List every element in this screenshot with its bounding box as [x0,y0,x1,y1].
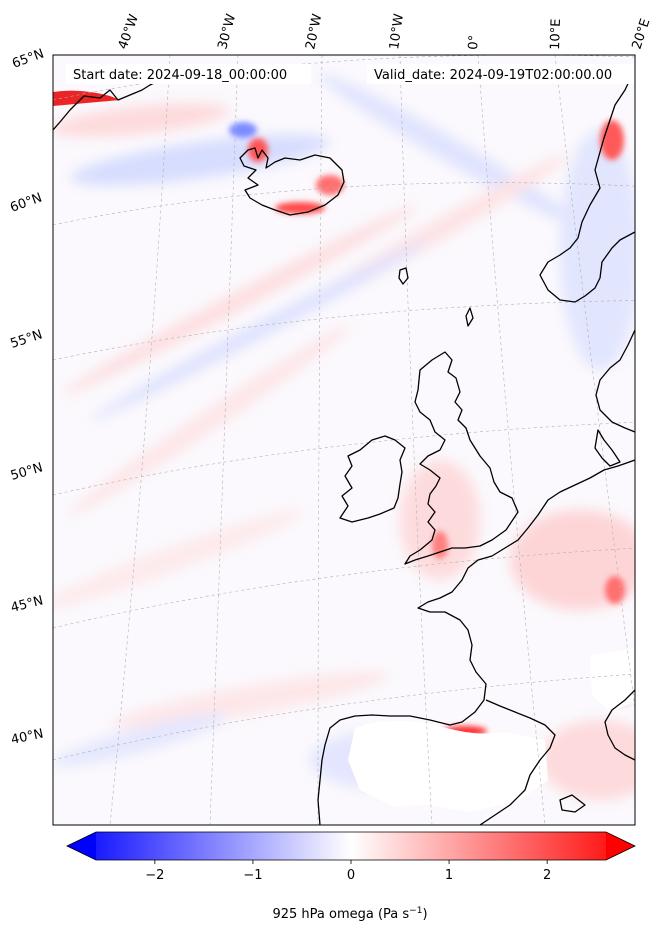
lon-label: 10°W [387,13,407,51]
colorbar-tick-label: 1 [445,868,453,883]
lat-label: 60°N [8,190,44,215]
colorbar-label: 925 hPa omega (Pa s−1) [272,906,427,922]
lat-label: 45°N [9,593,44,615]
lat-label: 50°N [9,460,45,483]
lon-label: 20°E [630,17,654,51]
colorbar: −2 −1 0 1 2 925 hPa omega (Pa s−1) [66,831,636,922]
start-date-box [66,64,311,84]
lon-label: 20°W [303,12,325,50]
valid-date-box [367,64,634,84]
lon-label: 10°E [548,18,564,50]
start-date-label: Start date: 2024-09-18_00:00:00 [73,68,287,83]
lat-label: 65°N [10,46,46,71]
norway-coast [539,74,635,303]
omega-field [53,74,635,812]
colorbar-extend-min [67,832,96,860]
colorbar-extend-max [606,832,635,860]
lat-label: 55°N [9,327,45,351]
valid-date-label: Valid_date: 2024-09-19T02:00:00.00 [374,68,612,83]
lon-label: 30°W [215,12,239,51]
europe-coast [317,459,635,825]
colorbar-fill [67,832,635,860]
colorbar-tick-label: −1 [243,868,262,883]
ireland-coast [339,435,406,523]
lat-labels: 65°N 60°N 55°N 50°N 45°N 40°N [8,46,46,747]
coastlines [53,71,635,825]
colorbar-tick-label: 2 [543,868,551,883]
colorbar-outline [66,831,636,861]
lon-label: 40°W [116,12,142,51]
colorbar-tick-label: 0 [347,868,355,883]
colorbar-tick-label: −2 [145,868,164,883]
lon-label: 0° [466,34,482,50]
great-britain-coast [404,351,519,565]
lon-labels: 40°W 30°W 20°W 10°W 0° 10°E 20°E [116,12,654,51]
iceland-coast [239,147,345,216]
map-frame [52,54,636,826]
gridlines [53,55,635,825]
lat-label: 40°N [10,726,45,747]
